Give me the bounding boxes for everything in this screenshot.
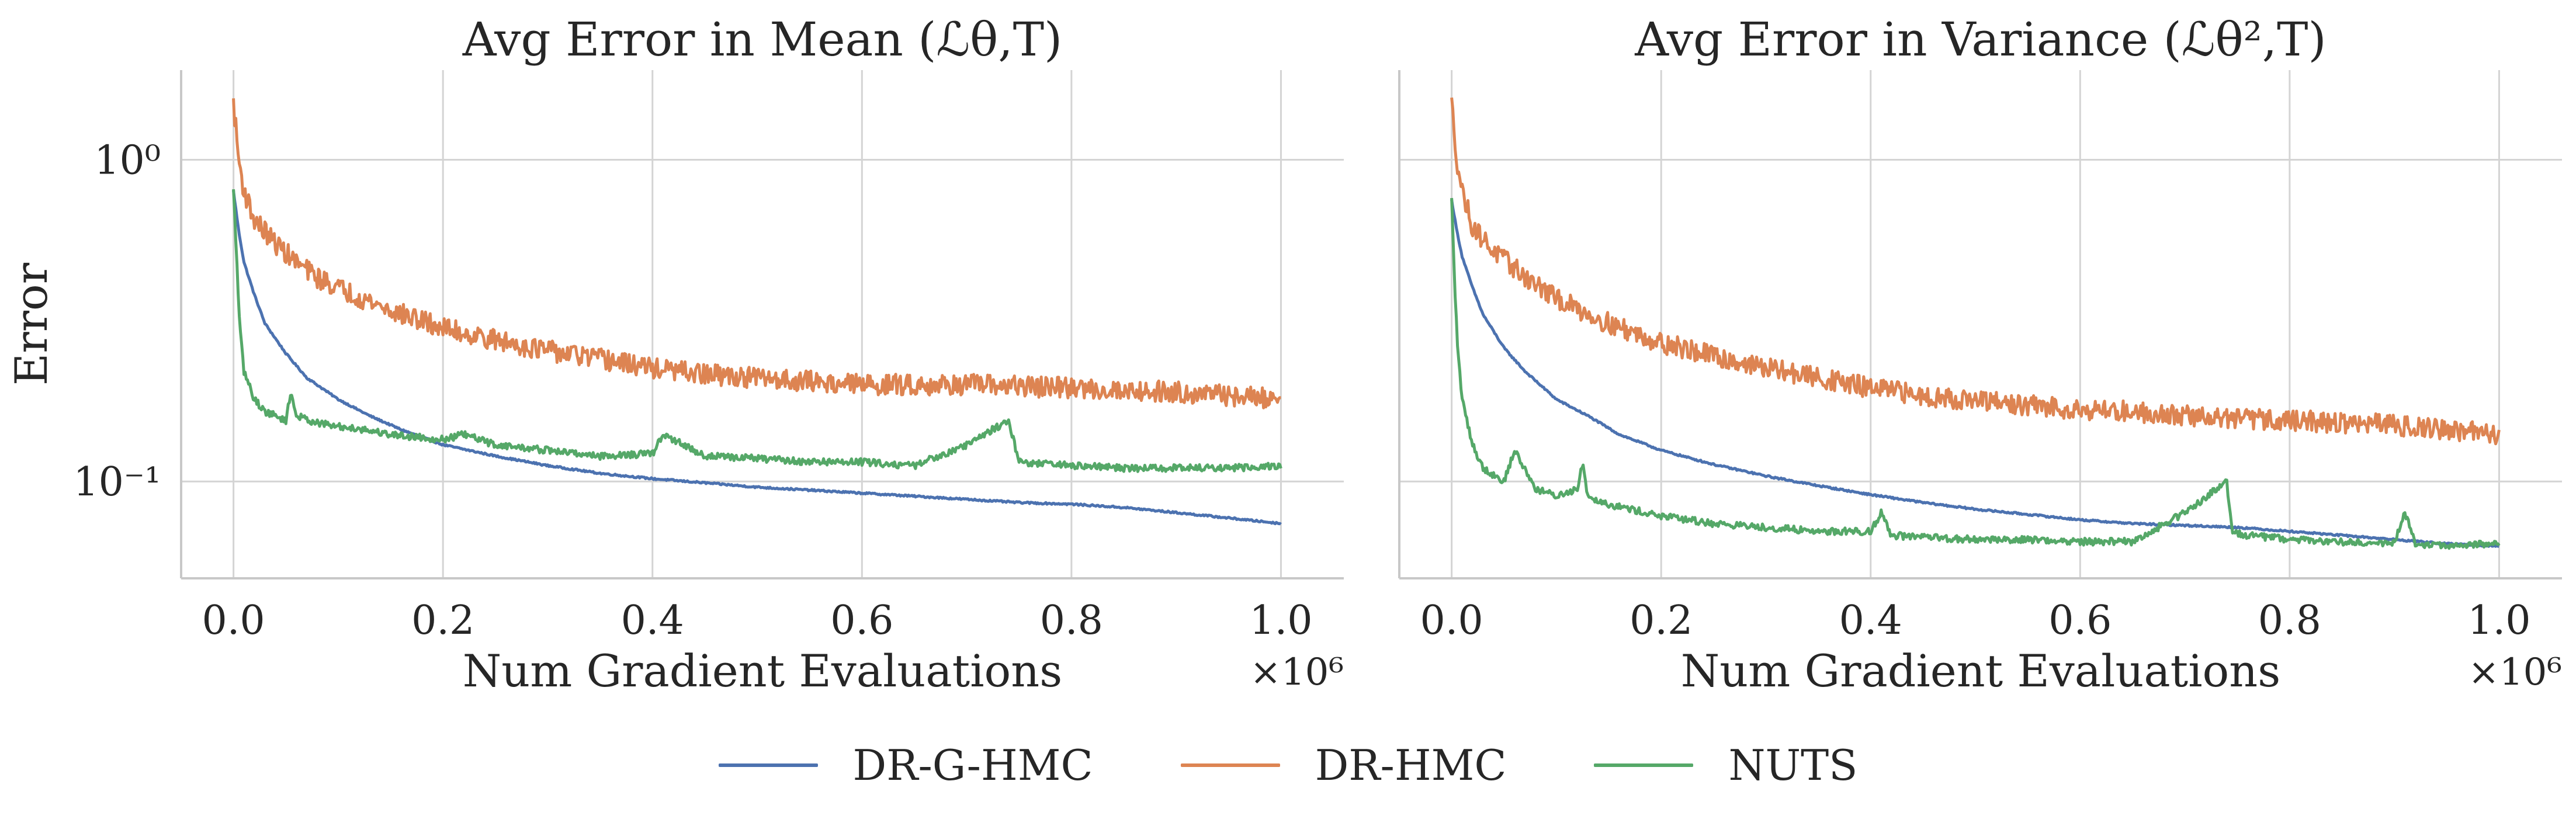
legend-item-nuts: NUTS bbox=[1594, 741, 1857, 790]
legend-swatch-nuts bbox=[1594, 763, 1694, 767]
legend-label-nuts: NUTS bbox=[1728, 741, 1858, 790]
x-tick-label: 0.4 bbox=[1839, 598, 1902, 644]
x-tick-label: 0.2 bbox=[1629, 598, 1693, 644]
series-line-dr-g-hmc bbox=[1450, 199, 2500, 549]
legend-item-dr-g-hmc: DR-G-HMC bbox=[718, 741, 1093, 790]
chart-title: Avg Error in Mean (ℒθ,T) bbox=[462, 12, 1063, 67]
x-tick-label: 0.4 bbox=[621, 598, 684, 644]
x-tick-label: 0.0 bbox=[202, 598, 265, 644]
legend-label-dr-hmc: DR-HMC bbox=[1315, 741, 1507, 790]
chart-panel-2: 0.0 0.2 0.4 0.6 0.8 1.0 Avg Error in Variance … bbox=[1398, 12, 2562, 697]
series-line-nuts bbox=[232, 189, 1282, 473]
x-tick-label: 0.8 bbox=[2258, 598, 2321, 644]
y-tick-label: 10⁰ bbox=[94, 138, 161, 184]
x-tick-label: 0.6 bbox=[2048, 598, 2112, 644]
series-line-dr-hmc bbox=[232, 98, 1281, 409]
legend-swatch-dr-hmc bbox=[1180, 763, 1280, 767]
legend-swatch-dr-g-hmc bbox=[718, 763, 818, 767]
y-axis-label: Error bbox=[5, 262, 57, 386]
x-axis-label: Num Gradient Evaluations bbox=[463, 645, 1062, 697]
x-axis-multiplier: ×10⁶ bbox=[1250, 651, 1344, 694]
legend-label-dr-g-hmc: DR-G-HMC bbox=[852, 741, 1093, 790]
x-axis-label: Num Gradient Evaluations bbox=[1681, 645, 2280, 697]
x-tick-label: 0.0 bbox=[1420, 598, 1483, 644]
y-tick-label: 10⁻¹ bbox=[73, 459, 161, 505]
x-axis-multiplier: ×10⁶ bbox=[2468, 651, 2562, 694]
x-tick-label: 0.8 bbox=[1040, 598, 1103, 644]
legend: DR-G-HMC DR-HMC NUTS bbox=[0, 730, 2576, 800]
x-tick-label: 0.6 bbox=[830, 598, 893, 644]
series-line-dr-hmc bbox=[1450, 97, 2501, 446]
chart-title: Avg Error in Variance (ℒθ²,T) bbox=[1634, 12, 2326, 67]
x-tick-label: 1.0 bbox=[1249, 598, 1312, 644]
x-tick-label: 0.2 bbox=[411, 598, 474, 644]
x-tick-label: 1.0 bbox=[2467, 598, 2530, 644]
series-line-nuts bbox=[1450, 197, 2501, 550]
legend-item-dr-hmc: DR-HMC bbox=[1180, 741, 1507, 790]
chart-panel-1: 0.0 0.2 0.4 0.6 0.8 1.0 10⁰ 10⁻¹ Avg Error in Me… bbox=[5, 12, 1344, 697]
series-line-dr-g-hmc bbox=[232, 190, 1282, 526]
